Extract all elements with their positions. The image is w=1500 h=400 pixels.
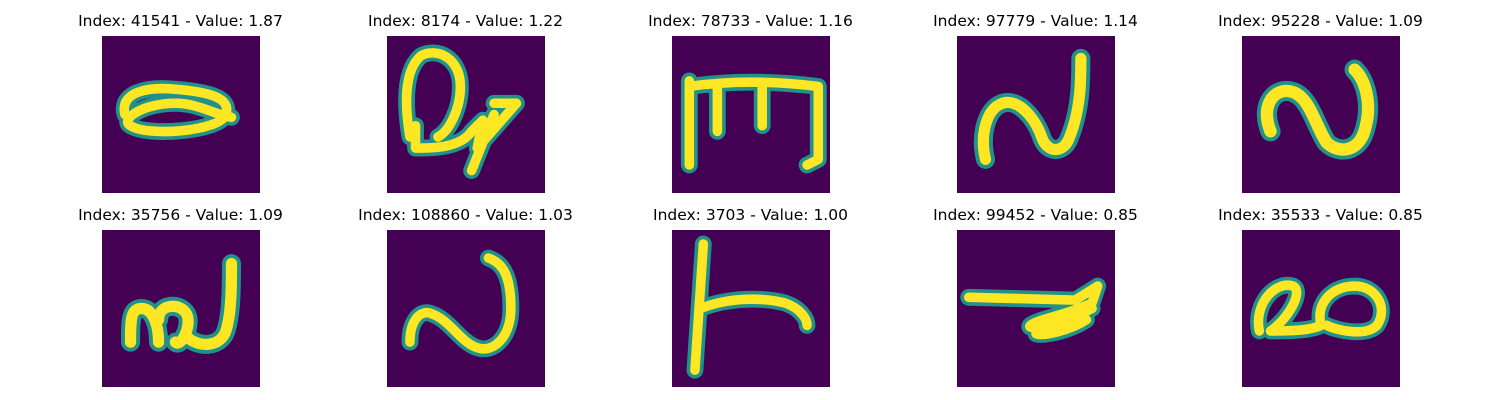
digit-image	[1242, 36, 1400, 193]
n-wave-shape-icon	[1256, 59, 1379, 160]
panel-title: Index: 78733 - Value: 1.16	[648, 12, 853, 30]
panel-title: Index: 35756 - Value: 1.09	[78, 206, 283, 224]
digit-image	[102, 36, 260, 193]
loop-arrow-shape-icon	[398, 44, 525, 179]
digit-image	[102, 230, 260, 387]
panel-10: Index: 35533 - Value: 0.85	[1178, 206, 1463, 396]
panel-title: Index: 35533 - Value: 0.85	[1218, 206, 1423, 224]
scribble-shape-icon	[960, 277, 1107, 343]
digit-image	[1242, 230, 1400, 387]
double-loop-shape-icon	[1250, 276, 1390, 341]
digit-image	[387, 230, 545, 387]
n-wave-shape-icon	[401, 249, 520, 358]
panel-title: Index: 95228 - Value: 1.09	[1218, 12, 1423, 30]
panel-3: Index: 78733 - Value: 1.16	[608, 12, 893, 202]
panel-6: Index: 35756 - Value: 1.09	[38, 206, 323, 396]
panel-2: Index: 8174 - Value: 1.22	[323, 12, 608, 202]
panel-9: Index: 99452 - Value: 0.85	[893, 206, 1178, 396]
n-wave-shape-icon	[973, 48, 1091, 169]
panel-title: Index: 108860 - Value: 1.03	[358, 206, 573, 224]
panel-1: Index: 41541 - Value: 1.87	[38, 12, 323, 202]
panel-4: Index: 97779 - Value: 1.14	[893, 12, 1178, 202]
panel-8: Index: 3703 - Value: 1.00	[608, 206, 893, 396]
panel-title: Index: 8174 - Value: 1.22	[368, 12, 563, 30]
digit-image	[957, 36, 1115, 193]
t-shape-icon	[686, 235, 816, 379]
digit-image	[957, 230, 1115, 387]
panel-7: Index: 108860 - Value: 1.03	[323, 206, 608, 396]
panel-title: Index: 99452 - Value: 0.85	[933, 206, 1138, 224]
digit-image	[672, 36, 830, 193]
loop-shape-icon	[115, 80, 240, 140]
digit-image	[387, 36, 545, 193]
panel-title: Index: 3703 - Value: 1.00	[653, 206, 848, 224]
comb-shape-icon	[680, 72, 827, 174]
panel-title: Index: 41541 - Value: 1.87	[78, 12, 283, 30]
panel-5: Index: 95228 - Value: 1.09	[1178, 12, 1463, 202]
squiggle-shape-icon	[121, 254, 241, 354]
panel-title: Index: 97779 - Value: 1.14	[933, 12, 1138, 30]
digit-image	[672, 230, 830, 387]
